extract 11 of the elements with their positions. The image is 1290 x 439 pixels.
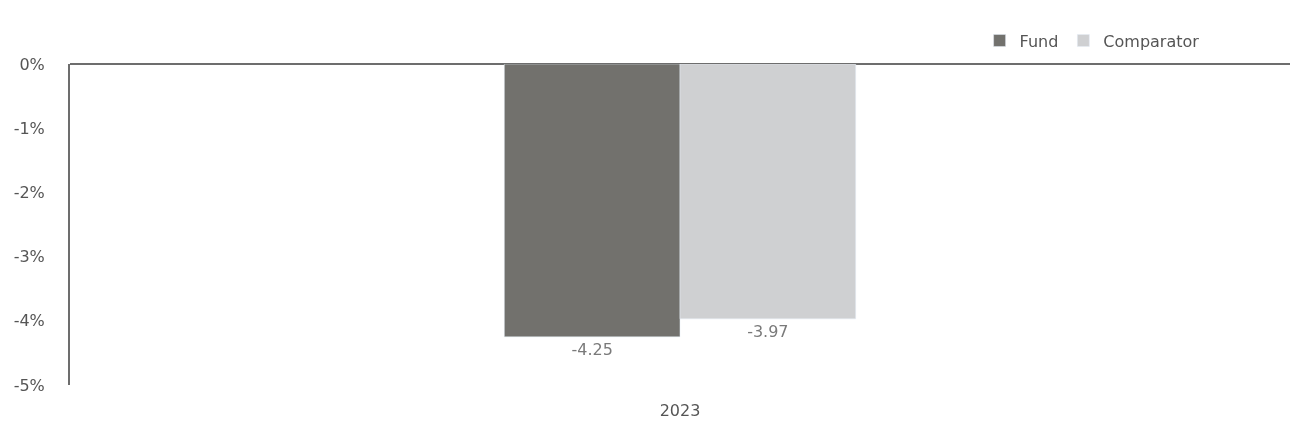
y-tick-label: -3% bbox=[13, 247, 45, 267]
data-label: -3.97 bbox=[747, 321, 789, 341]
y-tick-label: -2% bbox=[13, 183, 45, 202]
legend-label: Comparator bbox=[1103, 31, 1200, 51]
x-tick-label: 2023 bbox=[659, 401, 701, 420]
data-label: -4.25 bbox=[571, 339, 613, 359]
y-tick-label: -4% bbox=[13, 311, 45, 331]
legend-label: Fund bbox=[1019, 31, 1059, 51]
y-tick-label: -5% bbox=[13, 375, 45, 395]
y-tick-label: 0% bbox=[19, 54, 45, 74]
y-tick-label: -1% bbox=[13, 118, 45, 138]
